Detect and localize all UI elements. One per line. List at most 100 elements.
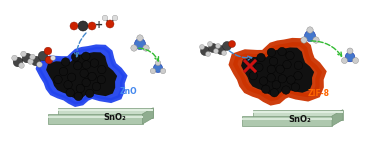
Circle shape (282, 86, 290, 94)
Circle shape (137, 35, 143, 41)
FancyArrowPatch shape (139, 48, 158, 61)
Polygon shape (143, 108, 153, 124)
Text: +: + (95, 20, 103, 30)
Circle shape (278, 47, 286, 56)
Circle shape (131, 45, 137, 51)
Circle shape (88, 72, 96, 81)
Polygon shape (233, 42, 322, 101)
Circle shape (92, 82, 101, 91)
Circle shape (200, 47, 209, 55)
Circle shape (19, 63, 24, 68)
FancyArrowPatch shape (74, 33, 86, 57)
Text: ZIF-8: ZIF-8 (308, 90, 330, 98)
Circle shape (106, 20, 114, 28)
Circle shape (345, 52, 355, 62)
Circle shape (135, 38, 146, 50)
Polygon shape (332, 110, 343, 126)
Circle shape (28, 59, 33, 64)
Circle shape (267, 74, 275, 82)
Circle shape (21, 51, 26, 57)
Circle shape (73, 61, 82, 70)
Polygon shape (242, 116, 332, 126)
Polygon shape (58, 109, 153, 111)
Circle shape (305, 31, 316, 41)
Circle shape (208, 41, 212, 47)
Circle shape (257, 53, 265, 62)
Circle shape (222, 51, 226, 55)
Circle shape (228, 40, 235, 48)
Polygon shape (38, 47, 125, 104)
Polygon shape (58, 108, 153, 118)
Circle shape (78, 21, 88, 31)
Circle shape (13, 57, 23, 67)
Circle shape (51, 55, 56, 60)
Circle shape (12, 55, 17, 61)
Circle shape (112, 15, 118, 21)
Polygon shape (46, 52, 117, 99)
Circle shape (270, 57, 278, 66)
Circle shape (200, 44, 204, 50)
Circle shape (255, 63, 263, 72)
Circle shape (102, 15, 108, 21)
Circle shape (223, 41, 231, 51)
Circle shape (283, 60, 291, 69)
Circle shape (249, 72, 257, 80)
FancyArrowPatch shape (229, 51, 252, 60)
Circle shape (272, 81, 280, 89)
Circle shape (54, 75, 62, 84)
Circle shape (206, 52, 211, 56)
Circle shape (143, 45, 149, 51)
Circle shape (76, 84, 85, 93)
Circle shape (88, 22, 96, 30)
Circle shape (276, 65, 284, 73)
Text: SnO₂: SnO₂ (104, 113, 126, 123)
Circle shape (347, 48, 353, 54)
Circle shape (301, 37, 307, 43)
Circle shape (287, 76, 295, 84)
Circle shape (267, 48, 276, 57)
Circle shape (286, 51, 294, 60)
Circle shape (66, 89, 74, 97)
Circle shape (353, 57, 358, 64)
Circle shape (291, 83, 300, 91)
Circle shape (307, 27, 313, 33)
Circle shape (294, 61, 303, 70)
Polygon shape (48, 114, 143, 124)
Circle shape (217, 46, 226, 54)
Circle shape (294, 72, 302, 80)
Polygon shape (253, 110, 343, 120)
Circle shape (215, 43, 220, 49)
FancyArrowPatch shape (311, 41, 342, 56)
Circle shape (267, 65, 276, 74)
Circle shape (97, 75, 105, 84)
Circle shape (61, 58, 70, 66)
Text: ZnO: ZnO (120, 88, 138, 96)
Circle shape (82, 52, 90, 60)
Circle shape (31, 56, 41, 66)
Circle shape (45, 56, 53, 64)
Circle shape (90, 59, 99, 67)
Circle shape (160, 68, 166, 74)
Circle shape (153, 64, 163, 72)
Circle shape (82, 61, 91, 69)
Circle shape (262, 85, 270, 93)
Circle shape (67, 73, 76, 82)
Circle shape (278, 75, 287, 83)
Circle shape (37, 62, 42, 67)
Circle shape (313, 37, 319, 43)
Circle shape (82, 78, 90, 87)
Circle shape (74, 92, 83, 101)
Circle shape (38, 51, 48, 61)
Circle shape (22, 53, 32, 63)
Polygon shape (242, 118, 332, 120)
Circle shape (44, 47, 52, 55)
Polygon shape (241, 47, 314, 96)
Circle shape (155, 60, 161, 66)
Circle shape (341, 57, 347, 64)
Circle shape (80, 69, 88, 77)
Circle shape (59, 67, 68, 76)
Circle shape (214, 49, 218, 54)
Circle shape (98, 65, 106, 74)
Polygon shape (253, 111, 343, 113)
Circle shape (85, 89, 94, 98)
